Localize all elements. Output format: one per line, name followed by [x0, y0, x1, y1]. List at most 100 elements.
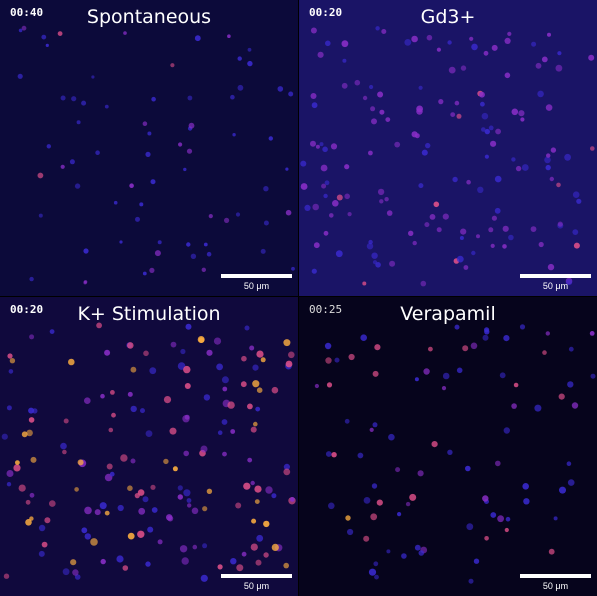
- cell: [188, 122, 195, 129]
- cell: [381, 29, 387, 34]
- cell: [556, 182, 561, 188]
- cell: [83, 248, 89, 254]
- cell: [256, 534, 264, 542]
- cell: [256, 387, 263, 393]
- cell: [69, 159, 75, 165]
- cell: [288, 351, 295, 359]
- cell: [68, 358, 75, 366]
- cell: [476, 234, 480, 239]
- cell: [488, 227, 494, 233]
- cell: [374, 574, 379, 580]
- cell: [545, 164, 551, 171]
- cell: [507, 31, 512, 36]
- scale-bar-label: 50 μm: [542, 281, 569, 291]
- cell: [1, 433, 8, 440]
- cell: [169, 427, 177, 435]
- cell: [371, 252, 378, 259]
- cell: [178, 142, 183, 147]
- cell: [190, 253, 197, 259]
- cell: [244, 325, 250, 331]
- cell: [369, 84, 374, 90]
- cell: [480, 101, 485, 107]
- cell: [401, 553, 407, 559]
- cell: [535, 62, 542, 69]
- cell: [468, 578, 474, 584]
- cell: [589, 331, 595, 336]
- cell: [469, 36, 474, 41]
- cell: [523, 498, 530, 505]
- panel-title: Gd3+: [420, 6, 476, 28]
- cell: [263, 520, 270, 528]
- cell: [495, 128, 501, 135]
- cell: [263, 186, 269, 192]
- cell: [230, 94, 235, 100]
- cell: [499, 372, 506, 379]
- cell: [531, 41, 537, 47]
- cell: [163, 396, 172, 404]
- cell: [369, 427, 374, 432]
- cell: [150, 179, 156, 185]
- timestamp: 00:25: [309, 303, 343, 316]
- cell: [240, 381, 247, 388]
- cell: [187, 503, 192, 508]
- cell: [482, 495, 489, 502]
- cell: [460, 228, 467, 235]
- cell: [488, 125, 494, 131]
- cell: [151, 507, 158, 513]
- cell: [547, 32, 551, 37]
- cell-field-verapamil: [314, 324, 596, 584]
- cell: [117, 504, 124, 512]
- cell: [200, 574, 208, 582]
- cell: [518, 110, 525, 117]
- cell: [366, 243, 374, 250]
- cell: [163, 458, 169, 465]
- cell: [263, 220, 269, 226]
- cell: [142, 271, 147, 276]
- cell: [260, 248, 266, 254]
- cell: [530, 226, 537, 233]
- cell: [454, 324, 460, 330]
- cell: [247, 403, 253, 410]
- cell: [203, 394, 211, 401]
- cell: [230, 429, 236, 434]
- cell: [183, 365, 191, 374]
- cell: [184, 383, 191, 389]
- cell: [363, 497, 371, 504]
- cell: [466, 179, 471, 185]
- panel-title: Verapamil: [400, 303, 496, 325]
- cell: [456, 367, 463, 374]
- cell: [127, 391, 133, 397]
- cell: [335, 250, 343, 258]
- cell: [183, 489, 191, 497]
- cell: [271, 543, 279, 551]
- cell: [462, 345, 469, 352]
- cell: [428, 346, 433, 352]
- cell: [504, 72, 511, 79]
- cell: [15, 460, 20, 465]
- cell: [170, 63, 175, 68]
- cell: [323, 193, 328, 199]
- cell: [104, 349, 111, 356]
- cell: [3, 573, 10, 579]
- cell: [111, 412, 116, 418]
- cell: [341, 82, 348, 89]
- cell: [370, 513, 378, 521]
- cell: [26, 429, 33, 437]
- cell: [420, 280, 427, 287]
- cell: [491, 44, 498, 51]
- cell: [341, 40, 349, 48]
- cell: [386, 210, 393, 216]
- cell: [368, 568, 377, 576]
- cell: [557, 51, 562, 56]
- cell: [421, 149, 428, 156]
- cell: [251, 518, 257, 524]
- cell: [237, 84, 244, 91]
- cell: [181, 557, 189, 565]
- cell: [482, 334, 489, 341]
- cell: [9, 358, 16, 364]
- scale-bar-label: 50 μm: [243, 581, 270, 591]
- cell: [572, 191, 580, 198]
- cell: [183, 450, 189, 457]
- cell: [317, 51, 324, 58]
